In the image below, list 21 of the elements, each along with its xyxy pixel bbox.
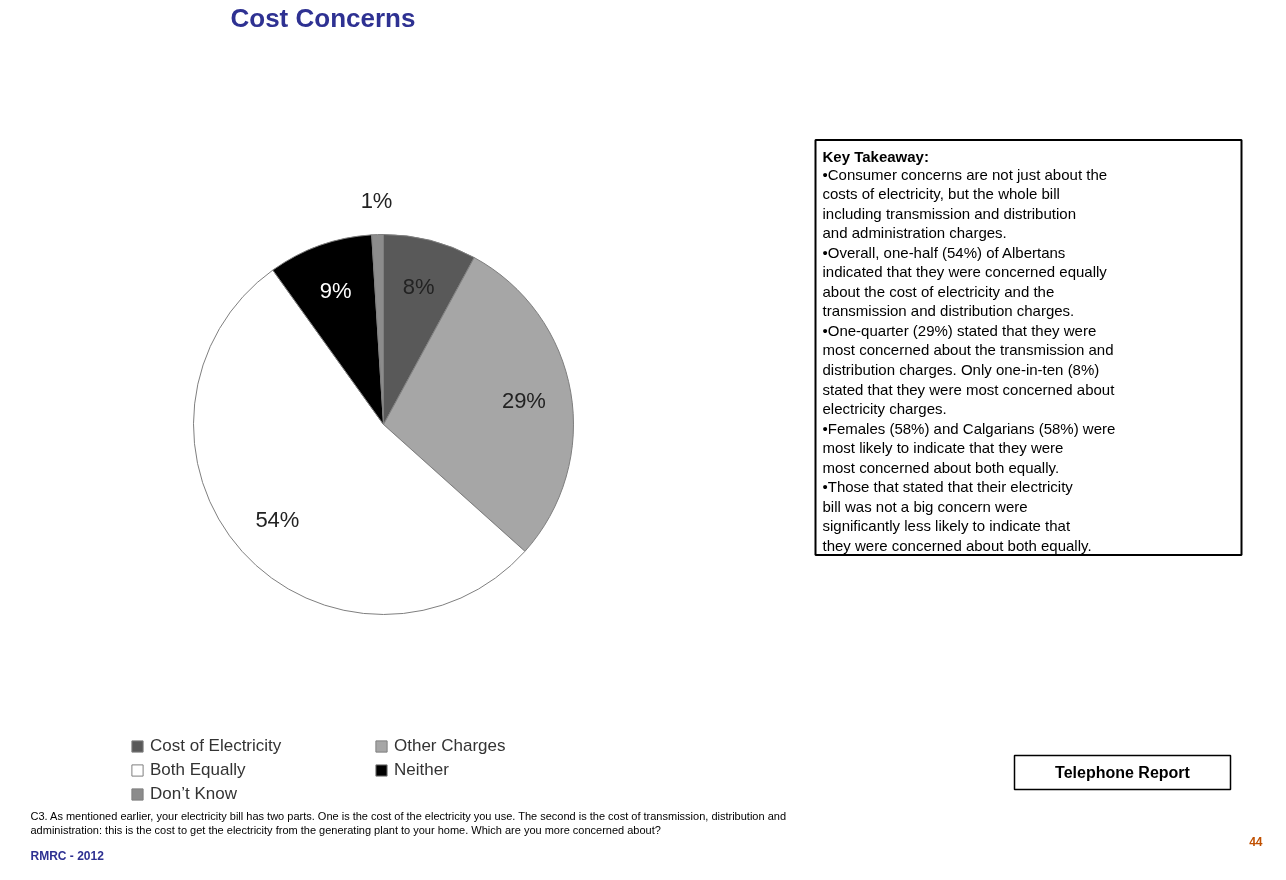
text: •Those that stated that their electricity bill was not a big concern were significantly less likely to indicate that they were concerned about both equally.	[822, 478, 1092, 554]
legend-label: Both Equally	[150, 760, 247, 780]
legend-label: Neither	[394, 760, 450, 780]
text: RMRC - 2012	[30, 848, 105, 863]
chart-title: Cost Concerns	[230, 2, 416, 33]
legend-label: Cost of Electricity	[150, 736, 283, 756]
text: 44	[1249, 835, 1263, 849]
text: •Overall, one-half (54%) of Albertans indicated that they were concerned equally about the cost of electricity and the transmission and distribution charges.	[822, 243, 1108, 320]
text: •One-quarter (29%) stated that they were most concerned about the transmission and distribution charges. Only one-in-ten (8%) stated that they were most concerned about electricity charges.	[822, 321, 1116, 418]
data-label: 54%	[255, 507, 300, 533]
data-label: 29%	[501, 387, 546, 413]
text: Key Takeaway:	[822, 147, 929, 165]
legend-label: Other Charges	[394, 736, 507, 756]
text: •Consumer concerns are not just about the costs of electricity, but the whole bill including transmission and distribution and administration charges.	[822, 165, 1108, 242]
text: C3. As mentioned earlier, your electricity bill has two parts. One is the cost of the electricity you use. The second is the cost of transmission, distribution and administration: this is the cost to get the electricity from the generating plant to your home. Which are you more concerned about?	[30, 809, 786, 836]
data-label: 8%	[402, 273, 435, 299]
text: Telephone Report	[1055, 764, 1191, 781]
data-label: 9%	[319, 277, 352, 303]
data-label: 1%	[360, 187, 393, 213]
text: •Females (58%) and Calgarians (58%) were most likely to indicate that they were most concerned about both equally.	[822, 419, 1116, 476]
legend-label: Don’t Know	[150, 784, 238, 804]
